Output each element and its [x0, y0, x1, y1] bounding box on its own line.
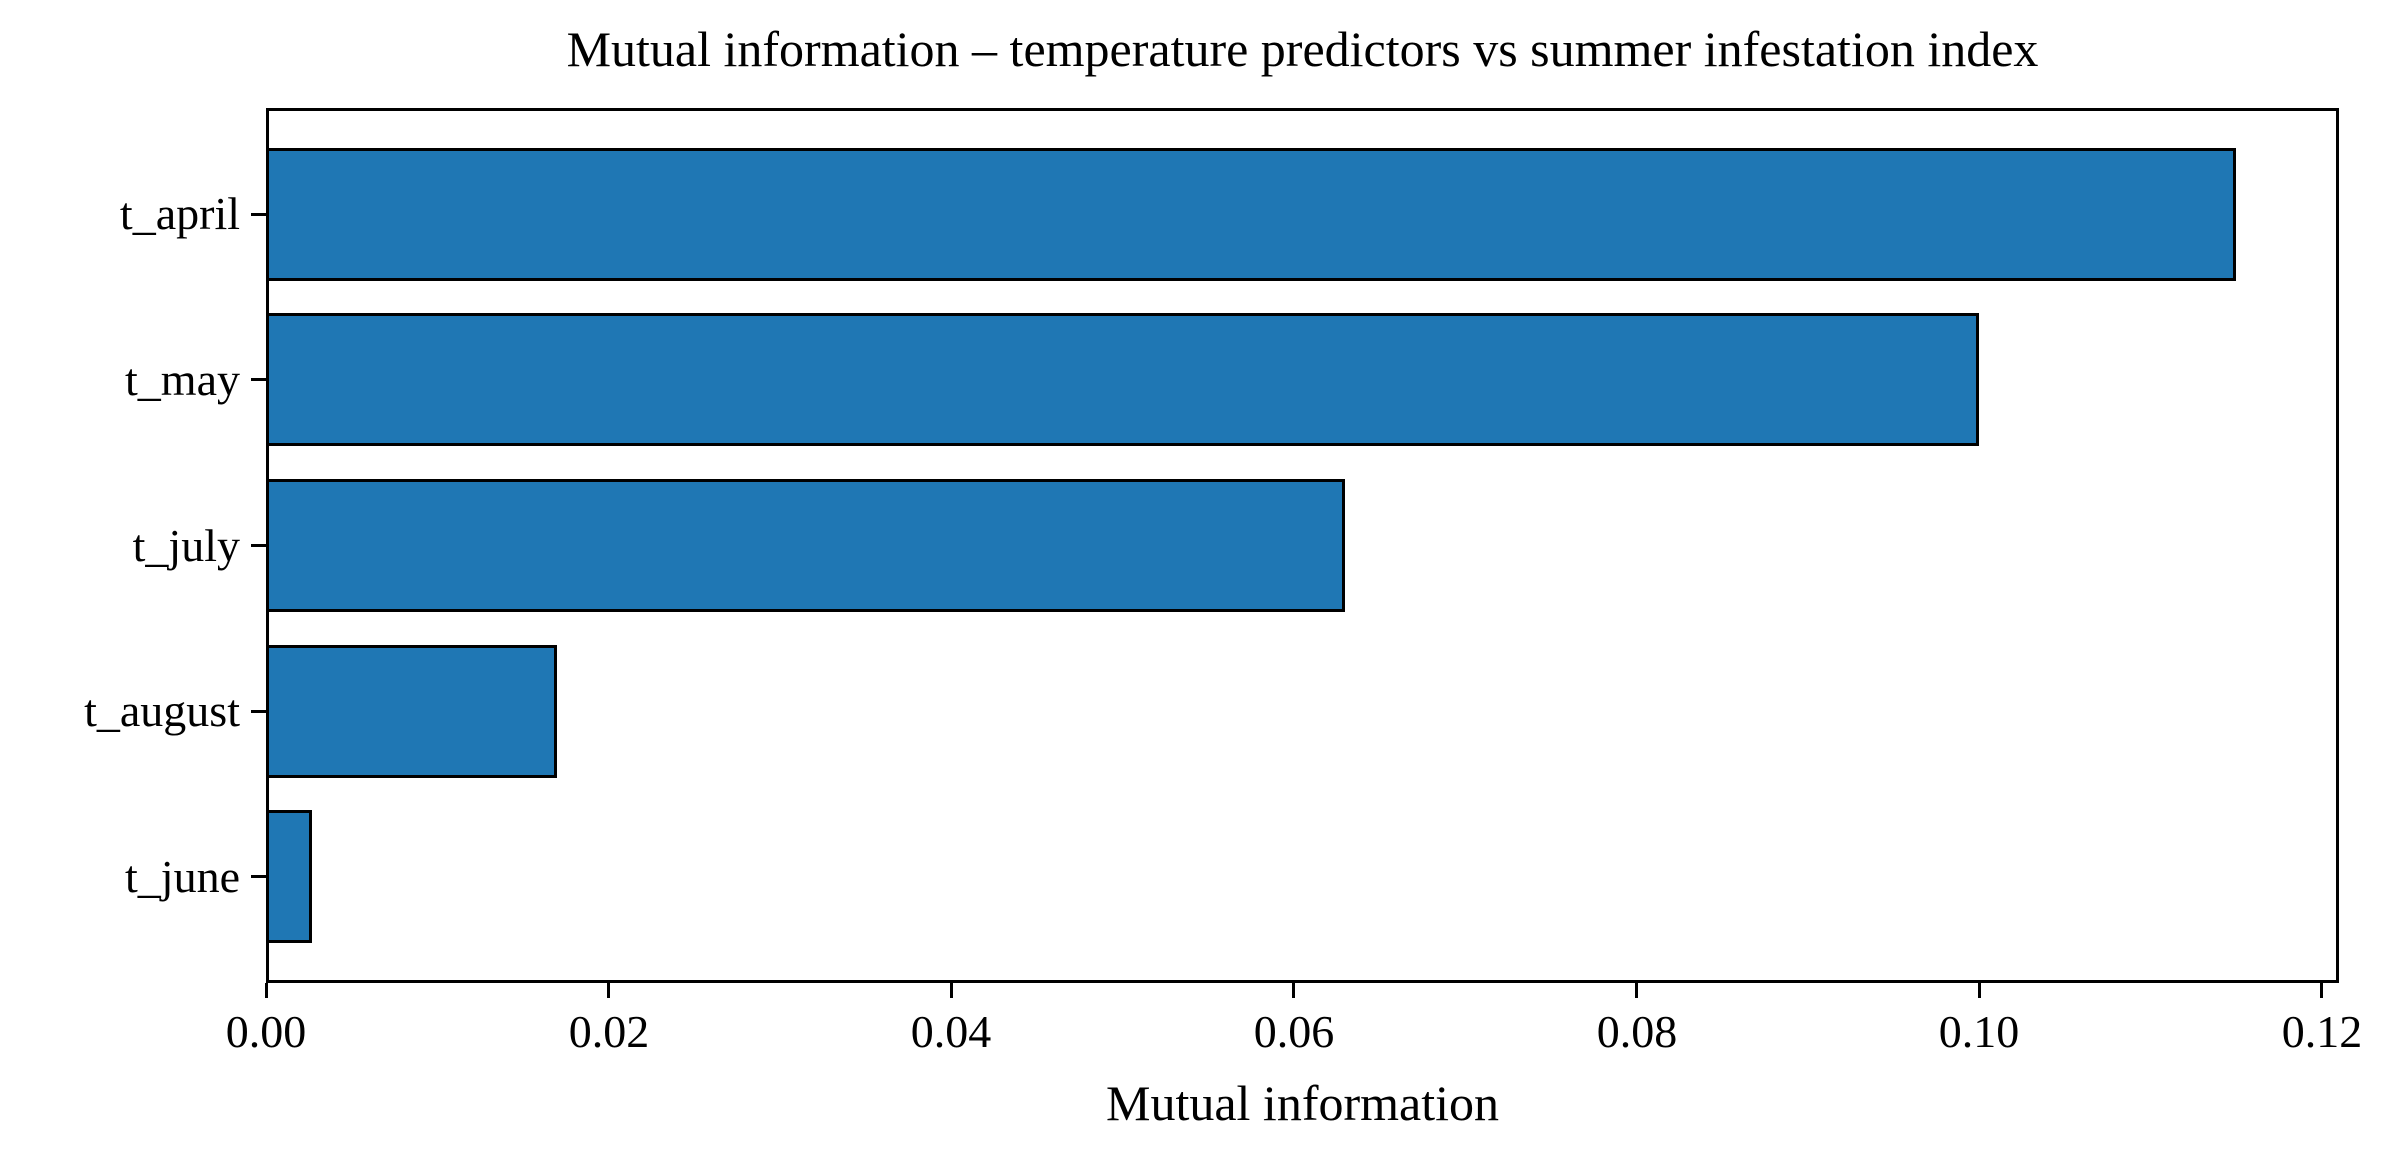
- bar-t_july: [266, 479, 1345, 612]
- y-tick-label-t_april: t_april: [119, 188, 240, 239]
- y-tick-mark: [251, 544, 266, 547]
- bar-t_may: [266, 313, 1979, 446]
- y-tick-label-t_may: t_may: [125, 354, 240, 405]
- x-tick-mark: [1978, 983, 1981, 998]
- y-tick-label-t_august: t_august: [84, 685, 240, 736]
- x-tick-label-0.00: 0.00: [225, 1006, 307, 1057]
- y-tick-mark: [251, 378, 266, 381]
- x-tick-label-0.04: 0.04: [910, 1006, 992, 1057]
- x-tick-mark: [265, 983, 268, 998]
- bar-t_april: [266, 148, 2236, 281]
- y-tick-label-t_july: t_july: [132, 520, 240, 571]
- y-tick-label-t_june: t_june: [125, 851, 240, 902]
- x-tick-label-0.06: 0.06: [1253, 1006, 1335, 1057]
- x-tick-label-0.10: 0.10: [1938, 1006, 2020, 1057]
- chart-title: Mutual information – temperature predict…: [566, 21, 2039, 77]
- bar-t_august: [266, 645, 557, 778]
- y-tick-mark: [251, 875, 266, 878]
- x-tick-mark: [607, 983, 610, 998]
- x-tick-mark: [950, 983, 953, 998]
- x-axis-label: Mutual information: [1106, 1075, 1499, 1131]
- x-tick-mark: [1635, 983, 1638, 998]
- x-tick-mark: [1292, 983, 1295, 998]
- y-tick-mark: [251, 710, 266, 713]
- x-tick-label-0.08: 0.08: [1596, 1006, 1678, 1057]
- bar-t_june: [266, 810, 312, 943]
- x-tick-label-0.12: 0.12: [2281, 1006, 2363, 1057]
- y-tick-mark: [251, 213, 266, 216]
- x-tick-mark: [2320, 983, 2323, 998]
- x-tick-label-0.02: 0.02: [568, 1006, 650, 1057]
